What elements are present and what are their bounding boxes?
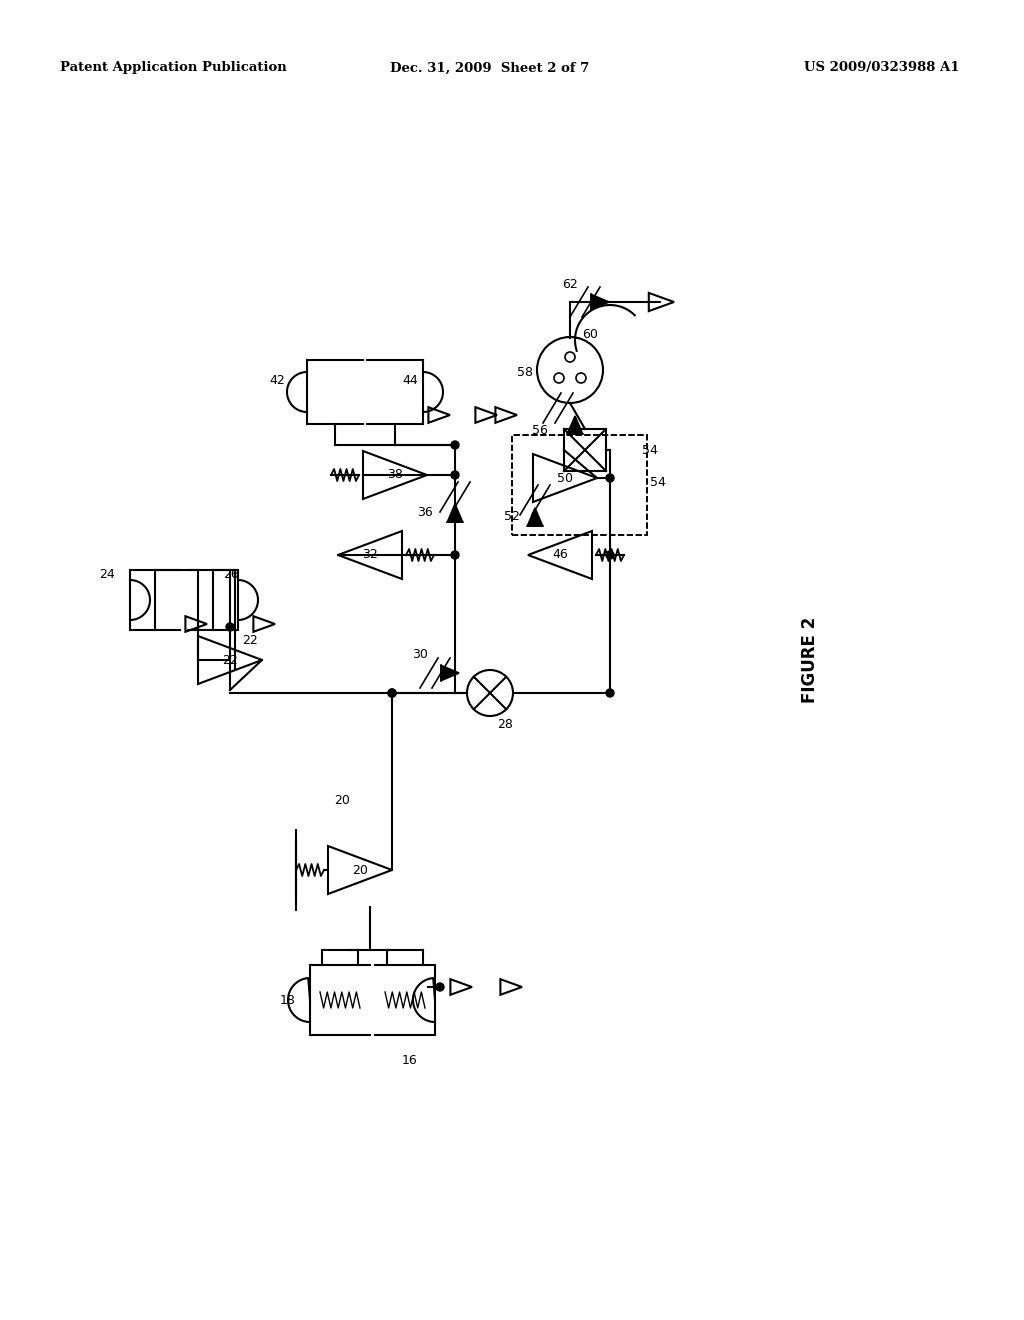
Text: 28: 28 xyxy=(497,718,513,731)
Text: US 2009/0323988 A1: US 2009/0323988 A1 xyxy=(805,62,961,74)
Polygon shape xyxy=(447,504,463,521)
Text: 46: 46 xyxy=(552,549,568,561)
Text: 36: 36 xyxy=(417,507,433,520)
Text: 54: 54 xyxy=(650,477,666,490)
Text: 60: 60 xyxy=(582,329,598,342)
Polygon shape xyxy=(591,294,609,310)
Text: 44: 44 xyxy=(402,374,418,387)
Text: Patent Application Publication: Patent Application Publication xyxy=(60,62,287,74)
Bar xyxy=(512,436,647,535)
Circle shape xyxy=(388,689,396,697)
Text: FIGURE 2: FIGURE 2 xyxy=(801,616,819,704)
Text: 56: 56 xyxy=(532,424,548,437)
Text: 24: 24 xyxy=(99,569,115,582)
Text: 20: 20 xyxy=(334,793,350,807)
Text: 50: 50 xyxy=(557,471,573,484)
Text: 22: 22 xyxy=(242,634,258,647)
Text: 42: 42 xyxy=(269,374,285,387)
Text: 32: 32 xyxy=(362,549,378,561)
Circle shape xyxy=(451,471,459,479)
Text: 58: 58 xyxy=(517,367,534,380)
Circle shape xyxy=(226,623,234,631)
Text: 18: 18 xyxy=(280,994,296,1006)
Text: 52: 52 xyxy=(504,511,520,524)
Bar xyxy=(512,436,647,535)
Circle shape xyxy=(451,441,459,449)
Text: 30: 30 xyxy=(412,648,428,661)
Circle shape xyxy=(436,983,444,991)
Text: 22: 22 xyxy=(222,653,238,667)
Text: 26: 26 xyxy=(223,569,239,582)
Text: 20: 20 xyxy=(352,863,368,876)
Circle shape xyxy=(451,550,459,558)
Bar xyxy=(564,429,606,471)
Circle shape xyxy=(606,550,614,558)
Text: Dec. 31, 2009  Sheet 2 of 7: Dec. 31, 2009 Sheet 2 of 7 xyxy=(390,62,590,74)
Text: 54: 54 xyxy=(642,444,658,457)
Polygon shape xyxy=(527,508,543,525)
Polygon shape xyxy=(567,416,583,434)
Polygon shape xyxy=(441,665,459,681)
Text: 16: 16 xyxy=(402,1053,418,1067)
Text: 62: 62 xyxy=(562,279,578,292)
Circle shape xyxy=(388,689,396,697)
Text: 38: 38 xyxy=(387,469,402,482)
Circle shape xyxy=(606,474,614,482)
Circle shape xyxy=(606,689,614,697)
